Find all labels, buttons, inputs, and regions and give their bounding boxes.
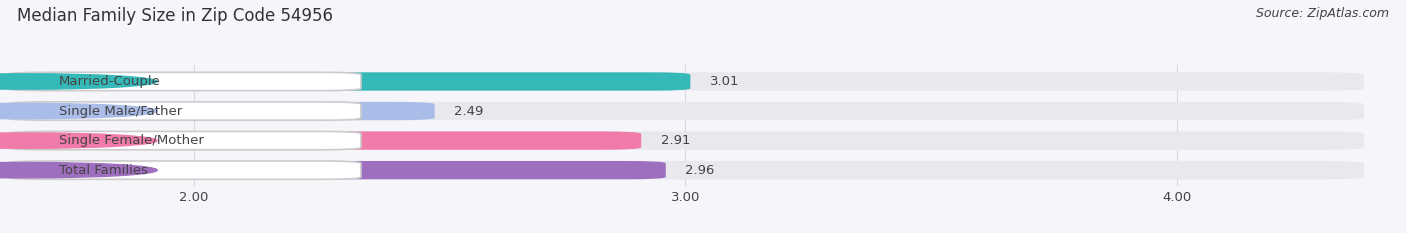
Text: Single Female/Mother: Single Female/Mother bbox=[59, 134, 204, 147]
Text: Total Families: Total Families bbox=[59, 164, 148, 177]
FancyBboxPatch shape bbox=[7, 131, 361, 150]
Text: Source: ZipAtlas.com: Source: ZipAtlas.com bbox=[1256, 7, 1389, 20]
FancyBboxPatch shape bbox=[7, 72, 361, 91]
FancyBboxPatch shape bbox=[7, 72, 690, 91]
FancyBboxPatch shape bbox=[7, 102, 434, 120]
FancyBboxPatch shape bbox=[7, 161, 1364, 179]
FancyBboxPatch shape bbox=[7, 131, 1364, 150]
Text: 3.01: 3.01 bbox=[710, 75, 740, 88]
Text: 2.91: 2.91 bbox=[661, 134, 690, 147]
Text: Married-Couple: Married-Couple bbox=[59, 75, 160, 88]
FancyBboxPatch shape bbox=[7, 131, 641, 150]
Text: 2.96: 2.96 bbox=[686, 164, 714, 177]
Circle shape bbox=[0, 103, 157, 119]
Text: Single Male/Father: Single Male/Father bbox=[59, 105, 181, 117]
FancyBboxPatch shape bbox=[7, 161, 361, 179]
Circle shape bbox=[0, 133, 157, 148]
Circle shape bbox=[0, 162, 157, 178]
FancyBboxPatch shape bbox=[7, 102, 1364, 120]
Circle shape bbox=[0, 74, 157, 89]
Text: 2.49: 2.49 bbox=[454, 105, 484, 117]
FancyBboxPatch shape bbox=[7, 102, 361, 120]
FancyBboxPatch shape bbox=[7, 161, 666, 179]
Text: Median Family Size in Zip Code 54956: Median Family Size in Zip Code 54956 bbox=[17, 7, 333, 25]
FancyBboxPatch shape bbox=[7, 72, 1364, 91]
